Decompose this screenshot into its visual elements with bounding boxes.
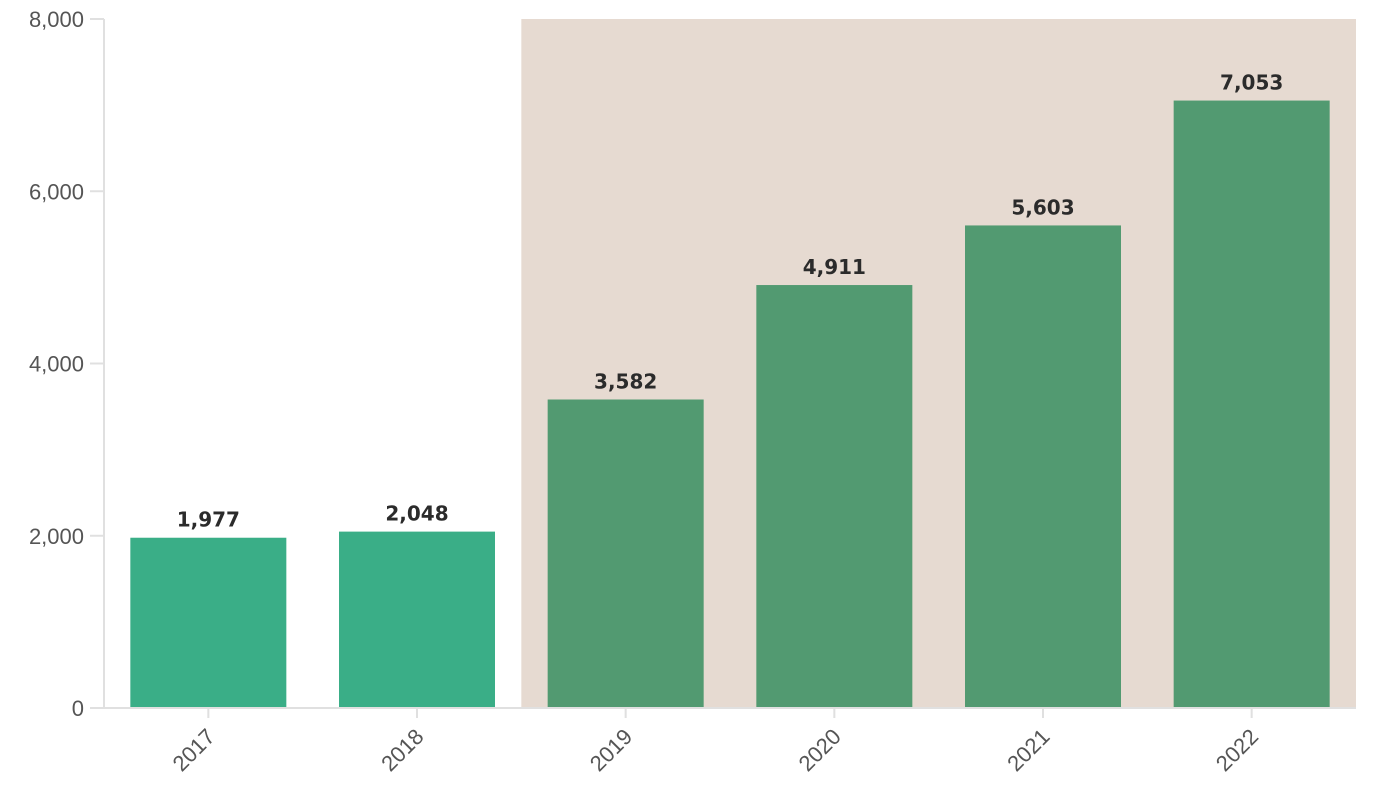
- x-tick-label-2017: 2017: [168, 724, 220, 776]
- x-tick-label-2022: 2022: [1211, 724, 1263, 776]
- y-tick-label-8000: 8,000: [29, 7, 84, 32]
- x-tick-label-2018: 2018: [376, 724, 428, 776]
- bar-2021: [965, 225, 1121, 708]
- value-label-2017: 1,977: [177, 508, 240, 532]
- bar-2018: [339, 531, 495, 708]
- x-tick-label-2019: 2019: [585, 724, 637, 776]
- bar-2020: [756, 285, 913, 708]
- y-tick-label-2000: 2,000: [29, 524, 84, 549]
- value-label-2019: 3,582: [594, 370, 657, 394]
- y-tick-label-6000: 6,000: [29, 179, 84, 204]
- x-tick-label-2021: 2021: [1002, 724, 1054, 776]
- y-tick-label-4000: 4,000: [29, 352, 84, 377]
- x-tick-label-2020: 2020: [794, 724, 846, 776]
- value-label-2022: 7,053: [1220, 71, 1283, 95]
- y-tick-label-0: 0: [72, 696, 84, 721]
- value-label-2018: 2,048: [385, 502, 448, 526]
- bar-2017: [130, 537, 287, 708]
- value-label-2020: 4,911: [803, 255, 866, 279]
- bar-2019: [547, 399, 704, 708]
- value-label-2021: 5,603: [1011, 195, 1074, 219]
- bar-2022: [1173, 100, 1330, 709]
